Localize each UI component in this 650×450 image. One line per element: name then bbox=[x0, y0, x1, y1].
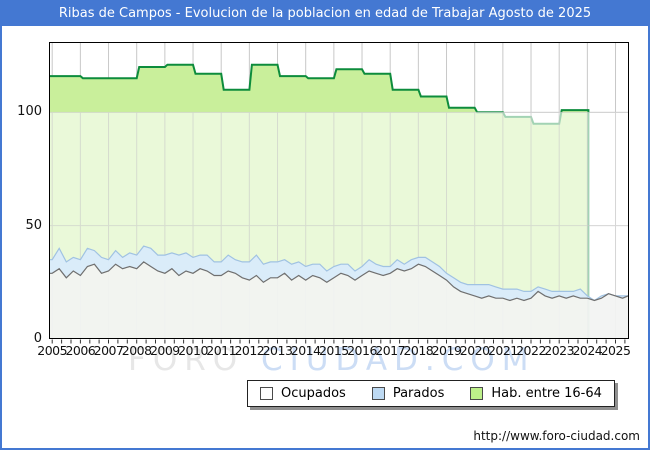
x-tick-label: 2014 bbox=[290, 343, 321, 358]
ocupados-line bbox=[49, 261, 629, 302]
legend-item[interactable]: Ocupados bbox=[260, 386, 346, 401]
x-tick-label: 2013 bbox=[262, 343, 293, 358]
x-tick-label: 2009 bbox=[149, 343, 180, 358]
x-tick-label: 2015 bbox=[318, 343, 349, 358]
x-tick-label: 2005 bbox=[37, 343, 68, 358]
plot-border bbox=[49, 42, 629, 339]
legend-swatch-icon bbox=[260, 387, 273, 400]
legend-item[interactable]: Hab. entre 16-64 bbox=[470, 386, 602, 401]
ocupados-area bbox=[49, 261, 628, 339]
x-tick-label: 2018 bbox=[403, 343, 434, 358]
legend-item[interactable]: Parados bbox=[371, 386, 445, 401]
legend-label: Parados bbox=[392, 386, 445, 401]
x-tick-label: 2006 bbox=[65, 343, 96, 358]
x-tick-label: 2017 bbox=[375, 343, 406, 358]
x-tick-label: 2025 bbox=[600, 343, 631, 358]
legend-swatch-icon bbox=[371, 387, 385, 400]
x-tick-label: 2012 bbox=[234, 343, 265, 358]
watermark-left: FORO bbox=[128, 342, 245, 378]
x-tick-label: 2023 bbox=[544, 343, 575, 358]
legend-swatch-icon bbox=[470, 387, 484, 400]
x-tick-label: 2021 bbox=[487, 343, 518, 358]
x-tick-label: 2024 bbox=[572, 343, 603, 358]
x-axis-ticks bbox=[51, 339, 626, 344]
watermark: FORO CIUDAD.COM bbox=[128, 342, 536, 378]
x-tick-label: 2022 bbox=[516, 343, 546, 358]
x-tick-label: 2010 bbox=[178, 343, 208, 358]
x-tick-label: 2007 bbox=[93, 343, 124, 358]
parados-line bbox=[49, 245, 628, 302]
y-tick-label: 100 bbox=[17, 104, 42, 120]
x-tick-label: 2020 bbox=[459, 343, 490, 358]
y-tick-label: 0 bbox=[33, 331, 42, 346]
footer-url[interactable]: http://www.foro-ciudad.com bbox=[473, 429, 640, 443]
gridlines-band bbox=[49, 111, 629, 339]
legend: Ocupados Parados Hab. entre 16-64 bbox=[247, 380, 615, 407]
parados-area bbox=[49, 246, 628, 301]
x-tick-label: 2008 bbox=[121, 343, 152, 358]
x-tick-label: 2011 bbox=[206, 343, 237, 358]
legend-label: Ocupados bbox=[281, 386, 346, 401]
chart-title: Ribas de Campos - Evolucion de la poblac… bbox=[58, 6, 592, 21]
watermark-right: CIUDAD.COM bbox=[261, 342, 536, 378]
chart-title-bar: Ribas de Campos - Evolucion de la poblac… bbox=[2, 2, 648, 26]
legend-label: Hab. entre 16-64 bbox=[491, 386, 602, 401]
y-tick-label: 50 bbox=[25, 217, 42, 233]
x-tick-label: 2019 bbox=[431, 343, 462, 358]
plot-area bbox=[49, 42, 629, 344]
x-tick-label: 2016 bbox=[347, 343, 377, 358]
